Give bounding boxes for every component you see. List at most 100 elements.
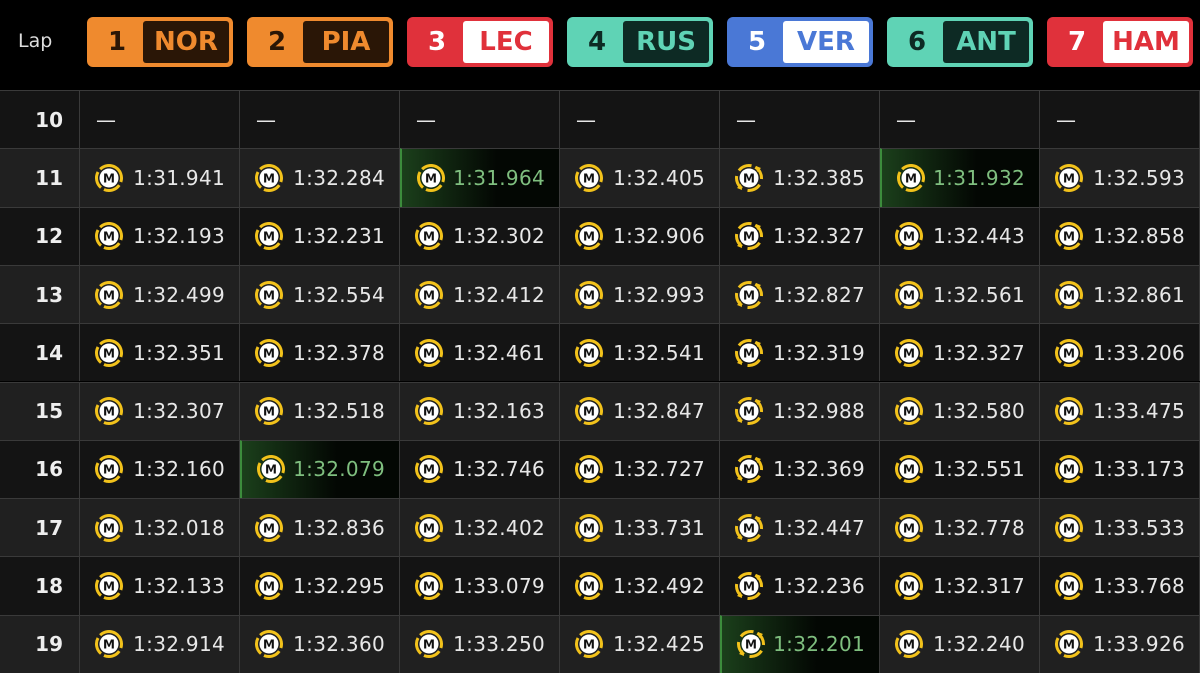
lap-cell: M 1:32.425 (560, 614, 720, 673)
lap-time: 1:32.405 (613, 165, 705, 190)
tyre-compound: M (903, 230, 915, 244)
tyre-icon: M (735, 455, 763, 484)
lap-cell: M 1:32.160 (80, 439, 240, 499)
lap-time: 1:32.351 (133, 340, 225, 365)
lap-row: 12 M 1:32.193 M 1:32.231 M 1:32.302 M 1:32.906 M 1… (0, 206, 1200, 265)
lap-row: 14 M 1:32.351 M 1:32.378 M 1:32.461 M 1:32.541 M 1… (0, 323, 1200, 382)
tyre-compound: M (1063, 580, 1075, 594)
driver-badge[interactable]: 6 ANT (887, 17, 1033, 67)
tyre-compound: M (103, 463, 115, 477)
lap-time: 1:32.369 (773, 457, 865, 482)
lap-cell: M 1:32.561 (880, 264, 1040, 324)
tyre-icon: M (735, 513, 763, 542)
lap-time: 1:32.554 (293, 282, 385, 307)
lap-cell: — (560, 90, 720, 149)
lap-time: 1:32.319 (773, 340, 865, 365)
driver-position: 3 (427, 27, 447, 57)
tyre-icon: M (1055, 163, 1083, 192)
lap-time: — (416, 107, 436, 132)
tyre-icon: M (1055, 630, 1083, 659)
lap-time: 1:32.240 (933, 632, 1025, 657)
lap-time: — (576, 107, 596, 132)
tyre-icon: M (257, 455, 285, 484)
lap-number: 18 (0, 556, 80, 615)
driver-badge[interactable]: 2 PIA (247, 17, 393, 67)
tyre-icon: M (1055, 572, 1083, 601)
tyre-icon: M (1055, 397, 1083, 426)
tyre-compound: M (903, 521, 915, 535)
lap-cell: — (80, 90, 240, 149)
lap-cell: — (400, 90, 560, 149)
lap-time: 1:32.518 (293, 399, 385, 424)
tyre-compound: M (103, 346, 115, 360)
lap-cell: M 1:32.405 (560, 148, 720, 207)
lap-cell: M 1:32.284 (240, 148, 400, 207)
lap-cell: M 1:32.746 (400, 439, 560, 499)
tyre-compound: M (1063, 346, 1075, 360)
lap-time: 1:32.492 (613, 574, 705, 599)
lap-time: 1:32.914 (133, 632, 225, 657)
tyre-icon: M (575, 280, 603, 309)
tyre-compound: M (263, 346, 275, 360)
tyre-icon: M (895, 630, 923, 659)
driver-position: 4 (587, 27, 607, 57)
tyre-compound: M (743, 171, 755, 185)
driver-badge[interactable]: 3 LEC (407, 17, 553, 67)
lap-time: 1:33.533 (1093, 515, 1185, 540)
lap-cell: M 1:32.302 (400, 206, 560, 265)
lap-time: 1:32.201 (773, 632, 865, 657)
driver-badge[interactable]: 7 HAM (1047, 17, 1193, 67)
driver-code: NOR (143, 21, 229, 63)
lap-label: Lap (18, 30, 53, 52)
lap-time: 1:32.133 (133, 574, 225, 599)
lap-time: 1:33.250 (453, 632, 545, 657)
lap-number: 19 (0, 614, 80, 673)
tyre-icon: M (897, 163, 925, 192)
lap-cell: M 1:32.580 (880, 381, 1040, 440)
lap-number: 12 (0, 206, 80, 265)
lap-cell: M 1:33.206 (1040, 323, 1200, 382)
tyre-icon: M (737, 630, 765, 659)
tyre-icon: M (415, 630, 443, 659)
lap-cell: M 1:32.861 (1040, 264, 1200, 324)
tyre-icon: M (417, 163, 445, 192)
lap-cell: M 1:32.443 (880, 206, 1040, 265)
driver-code: PIA (303, 21, 389, 63)
lap-cell: M 1:32.541 (560, 323, 720, 382)
tyre-icon: M (1055, 513, 1083, 542)
lap-row: 11 M 1:31.941 M 1:32.284 M 1:31.964 M 1:32.405 M 1… (0, 148, 1200, 207)
lap-cell: M 1:32.836 (240, 498, 400, 557)
lap-time: 1:32.593 (1093, 165, 1185, 190)
lap-time: — (96, 107, 116, 132)
driver-badge[interactable]: 1 NOR (87, 17, 233, 67)
lap-cell: M 1:32.351 (80, 323, 240, 382)
tyre-compound: M (103, 405, 115, 419)
tyre-compound: M (583, 405, 595, 419)
lap-row: 15 M 1:32.307 M 1:32.518 M 1:32.163 M 1:32.847 M 1… (0, 381, 1200, 440)
lap-cell: M 1:32.369 (720, 439, 880, 499)
tyre-icon: M (735, 222, 763, 251)
tyre-compound: M (1063, 521, 1075, 535)
tyre-icon: M (895, 280, 923, 309)
lap-time: 1:32.425 (613, 632, 705, 657)
tyre-compound: M (743, 230, 755, 244)
lap-time: 1:33.206 (1093, 340, 1185, 365)
driver-badge[interactable]: 4 RUS (567, 17, 713, 67)
tyre-icon: M (95, 397, 123, 426)
driver-badge[interactable]: 5 VER (727, 17, 873, 67)
lap-time: 1:32.317 (933, 574, 1025, 599)
lap-cell: M 1:33.173 (1040, 439, 1200, 499)
tyre-compound: M (745, 638, 757, 652)
tyre-icon: M (735, 338, 763, 367)
lap-cell: M 1:32.461 (400, 323, 560, 382)
tyre-compound: M (1063, 171, 1075, 185)
lap-number: 13 (0, 264, 80, 324)
lap-time: 1:31.932 (933, 165, 1025, 190)
lap-time: 1:32.236 (773, 574, 865, 599)
driver-code: ANT (943, 21, 1029, 63)
tyre-compound: M (583, 638, 595, 652)
tyre-icon: M (415, 338, 443, 367)
tyre-icon: M (255, 280, 283, 309)
lap-time: 1:31.941 (133, 165, 225, 190)
